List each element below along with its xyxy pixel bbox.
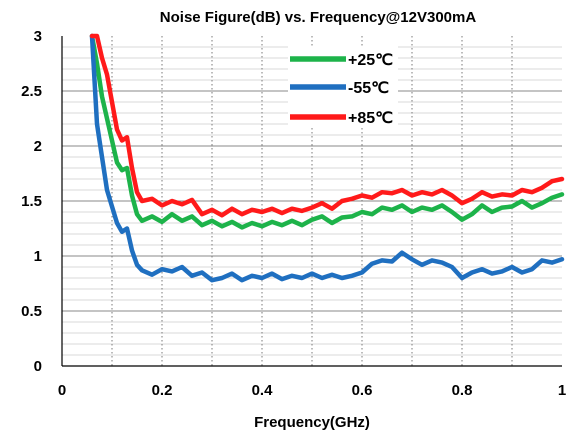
x-tick-label: 1 bbox=[558, 382, 566, 399]
series-lines bbox=[89, 33, 565, 283]
x-tick-label: 0.8 bbox=[452, 382, 473, 399]
series-line-0 bbox=[89, 33, 565, 230]
grid-lines bbox=[62, 36, 562, 366]
y-tick-label: 0.5 bbox=[21, 303, 42, 320]
x-tick-label: 0.6 bbox=[352, 382, 373, 399]
x-tick-label: 0.2 bbox=[152, 382, 173, 399]
y-tick-label: 1 bbox=[34, 248, 42, 265]
legend: +25℃ -55℃ +85℃ bbox=[288, 46, 398, 128]
x-tick-label: 0 bbox=[58, 382, 66, 399]
y-tick-label: 0 bbox=[34, 358, 42, 375]
tick-labels: 0 0.2 0.4 0.6 0.8 1 0 0.5 1 1.5 2 2.5 3 bbox=[21, 28, 566, 399]
y-tick-label: 2 bbox=[34, 138, 42, 155]
legend-label-2: +85℃ bbox=[348, 110, 393, 127]
y-tick-label: 1.5 bbox=[21, 193, 42, 210]
series-line-2 bbox=[89, 33, 565, 218]
y-tick-label: 3 bbox=[34, 28, 42, 45]
series-line-1 bbox=[89, 33, 565, 283]
x-axis-label: Frequency(GHz) bbox=[254, 414, 370, 431]
legend-label-1: -55℃ bbox=[348, 80, 389, 97]
chart-title: Noise Figure(dB) vs. Frequency@12V300mA bbox=[160, 9, 477, 26]
axes bbox=[61, 36, 562, 367]
y-tick-label: 2.5 bbox=[21, 83, 42, 100]
legend-label-0: +25℃ bbox=[348, 52, 393, 69]
x-tick-label: 0.4 bbox=[252, 382, 274, 399]
